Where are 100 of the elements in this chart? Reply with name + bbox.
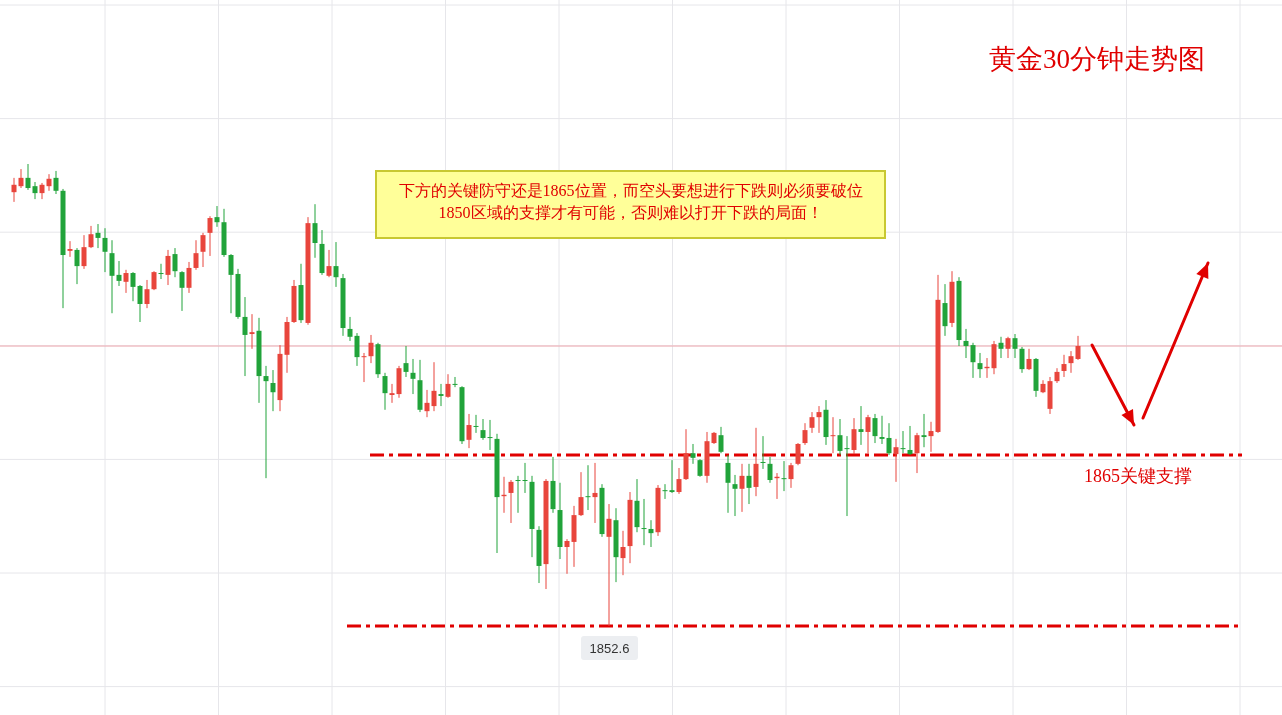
candlestick [473, 414, 479, 434]
candlestick [18, 168, 24, 189]
candlestick [151, 270, 157, 291]
candlestick [914, 432, 920, 474]
candlestick [438, 383, 444, 407]
candlestick [116, 260, 122, 287]
candlestick [837, 418, 843, 456]
candlestick [998, 336, 1004, 359]
candlestick [858, 405, 864, 446]
candlestick [431, 361, 437, 412]
candlestick [130, 271, 136, 302]
candlestick [1026, 348, 1032, 371]
candlestick [893, 438, 899, 483]
candlestick [1005, 336, 1011, 359]
candlestick [1012, 333, 1018, 359]
candlestick [445, 373, 451, 399]
chart-title: 黄金30分钟走势图 [989, 44, 1205, 74]
candlestick [788, 462, 794, 489]
candlestick [753, 427, 759, 497]
candlestick [851, 417, 857, 455]
candlestick [81, 234, 87, 270]
candlestick [809, 411, 815, 434]
candlestick [326, 249, 332, 278]
candlestick [760, 435, 766, 470]
candlestick [592, 462, 598, 524]
candlestick [487, 419, 493, 451]
candlestick [67, 240, 73, 258]
candlestick [46, 173, 52, 192]
candlestick [725, 454, 731, 514]
candlestick [144, 279, 150, 309]
candlestick [1019, 346, 1025, 374]
candlestick [424, 389, 430, 418]
candlestick [907, 425, 913, 456]
candlestick [802, 422, 808, 446]
candlestick [578, 471, 584, 517]
candlestick [872, 413, 878, 444]
candlestick [900, 430, 906, 454]
candlestick [123, 269, 129, 294]
candlestick [333, 241, 339, 288]
candlestick [312, 203, 318, 259]
candlestick [830, 416, 836, 454]
candlestick [228, 253, 234, 314]
candlestick [347, 316, 353, 342]
candlestick [242, 296, 248, 377]
candlestick [746, 463, 752, 505]
candlestick [921, 413, 927, 448]
candlestick [1068, 350, 1074, 374]
candlestick [928, 421, 934, 453]
candlestick [508, 479, 514, 524]
candlestick [249, 313, 255, 350]
candlestick [816, 405, 822, 434]
candlestick [977, 352, 983, 379]
candlestick [844, 435, 850, 517]
candlestick [165, 249, 171, 286]
candlestick [263, 365, 269, 479]
candlestick [606, 503, 612, 627]
candlestick [1061, 354, 1067, 378]
candlestick [102, 227, 108, 273]
candlestick [270, 369, 276, 412]
candlestick [886, 422, 892, 456]
candlestick [11, 177, 17, 203]
candlestick [410, 358, 416, 395]
candlestick [676, 467, 682, 495]
candlestick [963, 328, 969, 359]
candlestick [690, 443, 696, 465]
candlestick [1075, 335, 1081, 361]
candlestick [865, 414, 871, 454]
candlestick [368, 334, 374, 364]
candlestick [172, 247, 178, 278]
annotation: 1852.6 [589, 641, 630, 656]
candlestick [88, 225, 94, 249]
annotation: 下方的关键防守还是1865位置，而空头要想进行下跌则必须要破位1850区域的支撑才有可能，否则难以打开下跌的局面！ [375, 170, 886, 239]
candlestick [200, 232, 206, 268]
candlestick [109, 239, 115, 314]
candlestick [186, 261, 192, 294]
candlestick [564, 538, 570, 575]
candlestick [53, 170, 59, 195]
candlestick [207, 215, 213, 257]
candlestick [361, 352, 367, 383]
candlestick [158, 263, 164, 280]
candlestick [214, 205, 220, 228]
candlestick [480, 418, 486, 441]
candlestick [25, 163, 31, 191]
candlestick [137, 284, 143, 323]
candlestick [942, 283, 948, 337]
candlestick [641, 498, 647, 546]
candlestick [354, 332, 360, 367]
candlestick [732, 474, 738, 517]
candlestick [466, 413, 472, 449]
candlestick [585, 464, 591, 511]
candlestick [389, 383, 395, 404]
candlestick [452, 376, 458, 388]
candlestick [648, 519, 654, 548]
candlestick [795, 442, 801, 466]
candlestick [767, 456, 773, 484]
candlestick [382, 372, 388, 411]
candlestick [620, 530, 626, 576]
candlestick [662, 483, 668, 500]
candlestick [522, 462, 528, 494]
candlestick [74, 247, 80, 285]
